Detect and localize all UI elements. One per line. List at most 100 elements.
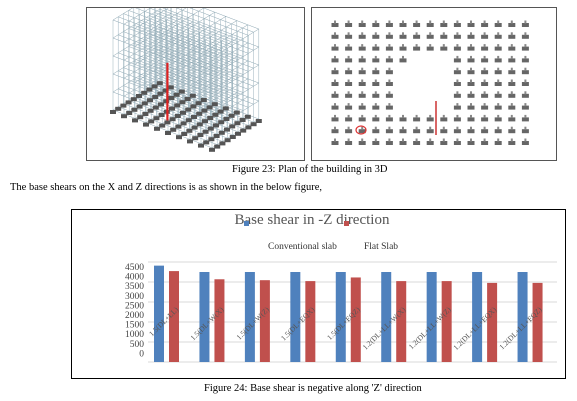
column-support xyxy=(494,32,502,39)
legend-label: Flat Slab xyxy=(364,242,398,252)
y-tick-label: 1000 xyxy=(125,330,144,340)
column-support xyxy=(440,138,448,145)
bar xyxy=(426,272,437,362)
column-support xyxy=(521,32,529,39)
column-support xyxy=(372,126,380,134)
building-3d-view xyxy=(86,0,305,161)
column-support xyxy=(521,138,529,145)
column-support xyxy=(440,20,448,27)
column-support xyxy=(508,103,516,110)
column-support xyxy=(358,138,366,145)
column-support xyxy=(467,67,475,75)
frame-grid xyxy=(112,0,260,149)
column-support xyxy=(426,114,434,122)
column-support xyxy=(331,44,339,51)
column-support xyxy=(331,32,339,39)
bar xyxy=(169,271,179,362)
column-support xyxy=(467,20,475,27)
column-support xyxy=(345,138,353,145)
column-support xyxy=(385,32,393,39)
column-support xyxy=(358,79,366,86)
column-support xyxy=(385,55,393,63)
column-support xyxy=(521,55,529,63)
column-support xyxy=(331,79,339,86)
column-support xyxy=(372,138,380,145)
bar xyxy=(441,281,452,362)
y-tick-label: 0 xyxy=(139,349,144,359)
column-support xyxy=(385,114,393,122)
column-support xyxy=(426,138,434,145)
column-support xyxy=(385,79,393,86)
bar xyxy=(199,272,210,362)
column-support xyxy=(440,44,448,51)
bar xyxy=(517,272,528,362)
column-support xyxy=(453,114,461,122)
column-support xyxy=(413,32,421,39)
column-support xyxy=(481,79,489,86)
column-support xyxy=(372,91,380,98)
column-support xyxy=(399,44,407,51)
column-support xyxy=(508,20,516,27)
column-support xyxy=(399,138,407,145)
column-support xyxy=(453,138,461,145)
column-support xyxy=(385,20,393,27)
y-tick-label: 3000 xyxy=(125,292,144,302)
y-tick-label: 4500 xyxy=(125,263,144,273)
y-tick-label: 500 xyxy=(130,340,145,350)
bar xyxy=(214,279,225,362)
column-support xyxy=(481,32,489,39)
column-support xyxy=(331,138,339,145)
legend-swatch xyxy=(344,221,349,226)
y-tick-label: 2000 xyxy=(125,311,144,321)
column-support xyxy=(508,44,516,51)
bar xyxy=(350,277,361,362)
column-support xyxy=(494,103,502,110)
column-support xyxy=(413,20,421,27)
bar xyxy=(532,282,543,362)
bar xyxy=(154,265,164,362)
column-support xyxy=(372,103,380,110)
column-support xyxy=(372,67,380,75)
column-support xyxy=(467,114,475,122)
column-support xyxy=(358,103,366,110)
column-support xyxy=(453,126,461,134)
column-support xyxy=(508,67,516,75)
column-support xyxy=(345,67,353,75)
column-support xyxy=(358,20,366,27)
y-tick-label: 2500 xyxy=(125,301,144,311)
y-tick-label: 1500 xyxy=(125,321,144,331)
figure-23-caption: Figure 23: Plan of the building in 3D xyxy=(232,164,388,175)
column-support xyxy=(481,44,489,51)
column-support xyxy=(413,114,421,122)
column-support xyxy=(508,138,516,145)
column-support xyxy=(358,44,366,51)
column-support xyxy=(521,67,529,75)
column-support xyxy=(494,91,502,98)
column-support xyxy=(481,138,489,145)
column-support xyxy=(399,20,407,27)
column-support xyxy=(358,114,366,122)
column-support xyxy=(467,126,475,134)
column-support xyxy=(440,126,448,134)
column-support xyxy=(358,32,366,39)
column-support xyxy=(426,126,434,134)
column-support xyxy=(453,91,461,98)
bar xyxy=(290,272,301,362)
column-support xyxy=(413,44,421,51)
column-support xyxy=(372,44,380,51)
column-support xyxy=(426,20,434,27)
column-support xyxy=(494,67,502,75)
column-support xyxy=(521,103,529,110)
column-support xyxy=(521,91,529,98)
column-support xyxy=(426,32,434,39)
column-support xyxy=(453,44,461,51)
column-support xyxy=(508,32,516,39)
column-support xyxy=(372,32,380,39)
bar xyxy=(335,272,346,362)
column-support xyxy=(481,126,489,134)
base-shear-chart: Base shear in -Z direction Conventional … xyxy=(125,212,557,363)
column-support xyxy=(481,20,489,27)
column-support xyxy=(508,114,516,122)
column-support xyxy=(521,20,529,27)
